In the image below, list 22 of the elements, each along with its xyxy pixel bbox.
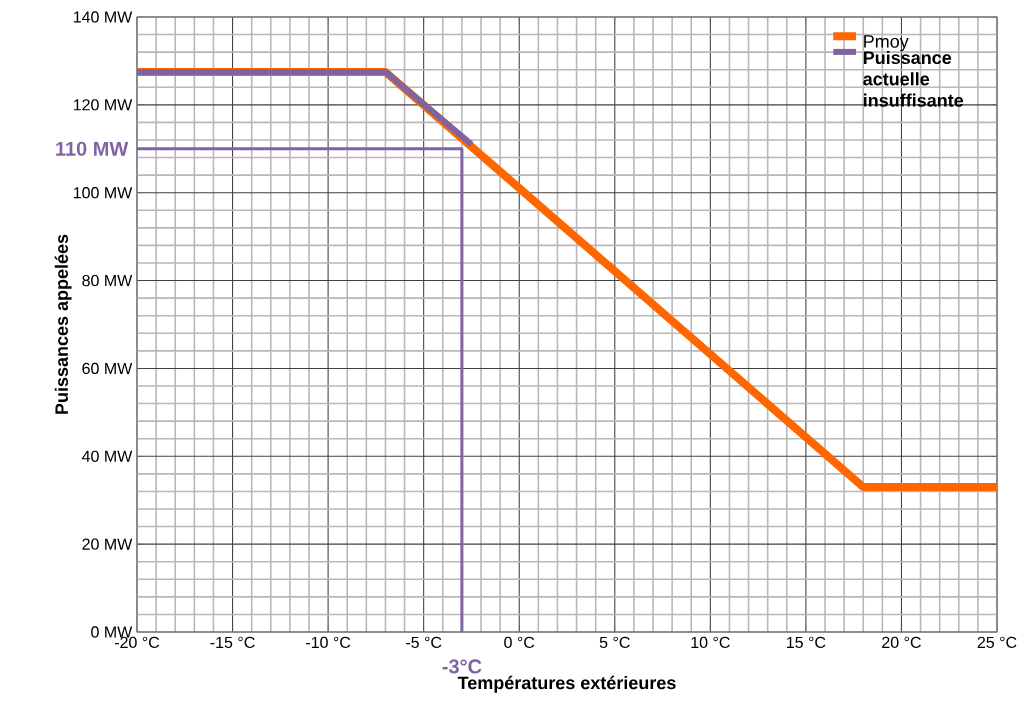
x-tick-label: 5 °C [599, 636, 630, 649]
y-tick-label: 100 MW [73, 187, 133, 199]
x-tick-label: 10 °C [691, 636, 730, 649]
y-tick-label: 60 MW [82, 362, 133, 375]
x-tick-label: -20 °C [114, 636, 160, 649]
x-axis-title: Températures extérieures [457, 675, 676, 693]
annotation: 110 MW [56, 141, 129, 156]
y-tick-label: 80 MW [82, 274, 133, 287]
annotation: -3°C [442, 659, 482, 674]
y-tick-label: 120 MW [73, 99, 133, 111]
x-tick-label: -10 °C [306, 636, 351, 649]
x-tick-label: 25 °C [977, 636, 1017, 649]
y-tick-label: 40 MW [82, 450, 133, 462]
y-tick-label: 0 MW [91, 626, 133, 638]
x-tick-label: -15 °C [210, 636, 255, 649]
x-tick-label: 0 °C [504, 636, 535, 649]
x-tick-label: 15 °C [787, 636, 826, 649]
y-axis-title: Puissances appelées [54, 234, 72, 414]
x-tick-label: -5 °C [406, 636, 442, 649]
x-tick-label: 20 °C [882, 636, 921, 649]
y-tick-label: 20 MW [82, 538, 133, 550]
y-tick-label: 140 MW [73, 11, 133, 23]
